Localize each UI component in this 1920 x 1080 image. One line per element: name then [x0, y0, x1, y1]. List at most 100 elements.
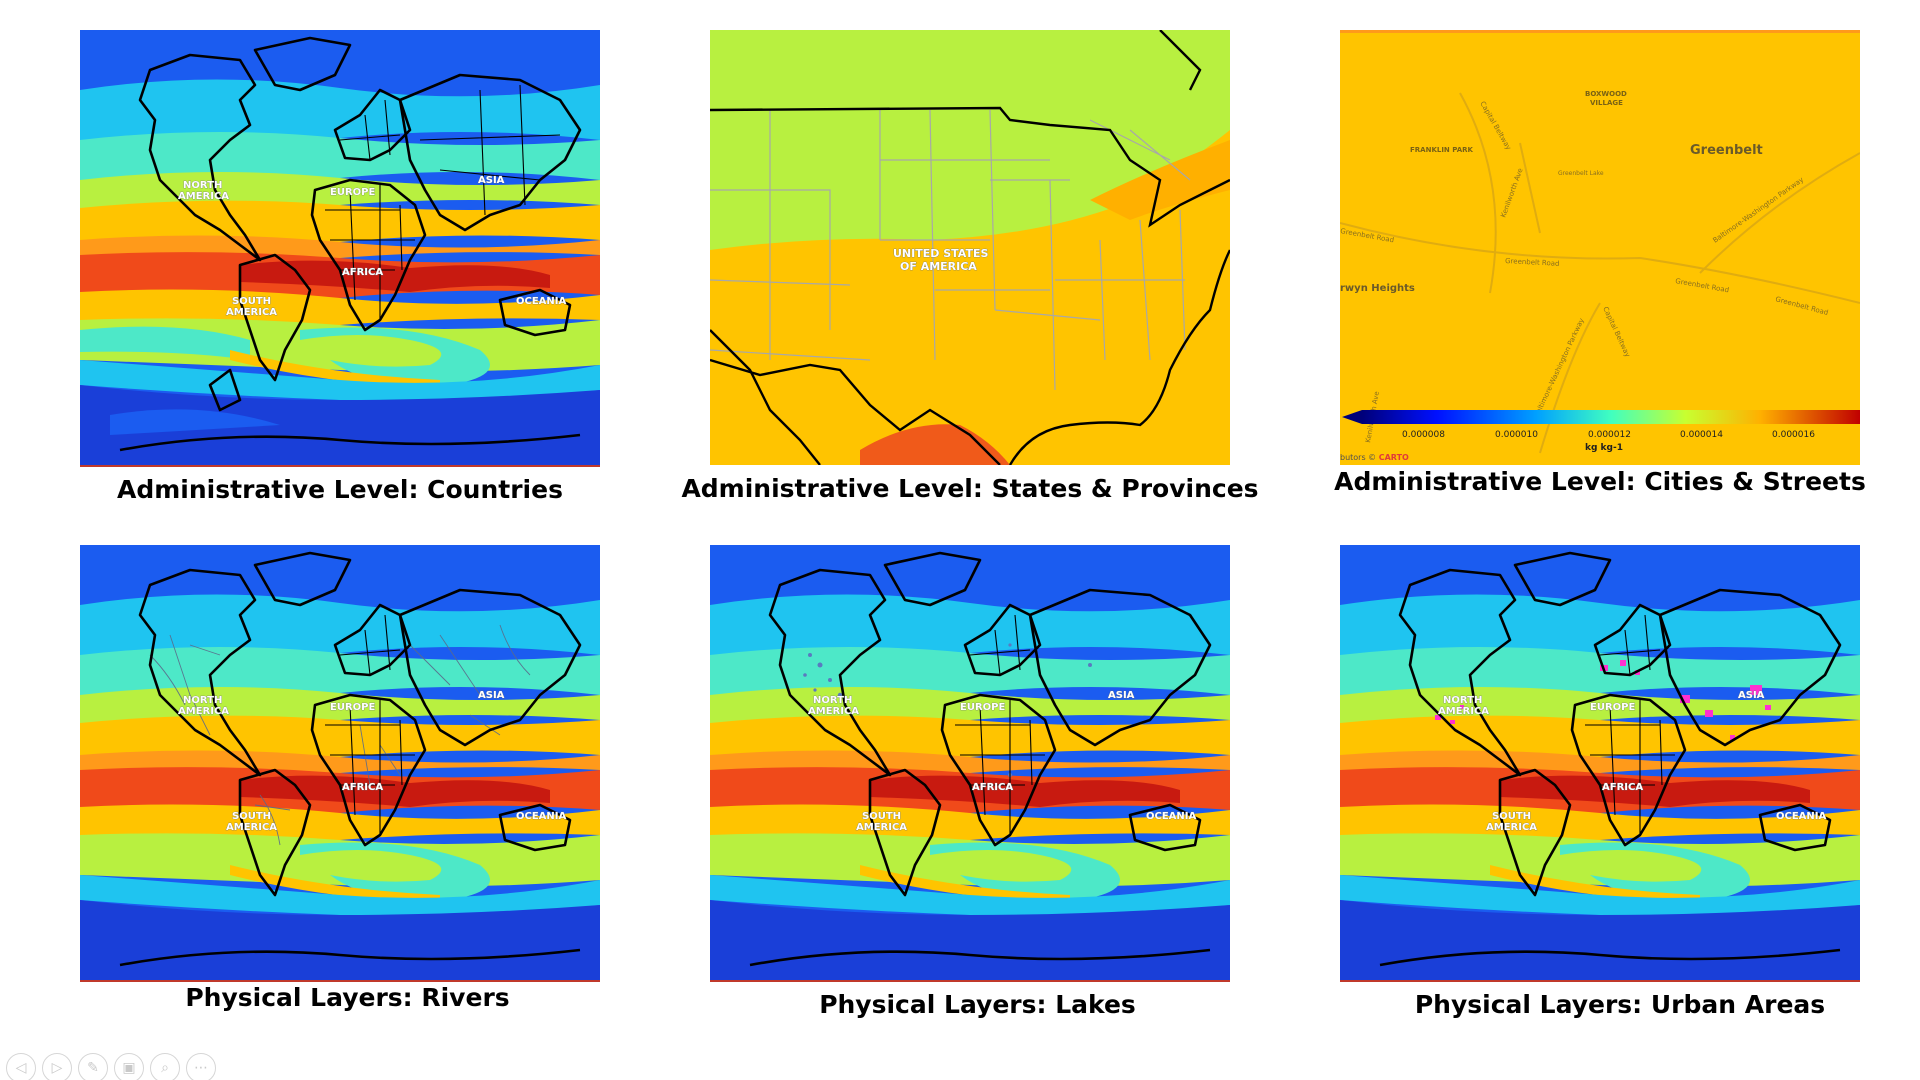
band-aqua-swirl	[300, 327, 490, 386]
caption-rivers: Physical Layers: Rivers	[185, 983, 510, 1012]
label-greenbelt: Greenbelt	[1690, 143, 1763, 158]
field-red-patch	[860, 424, 1010, 465]
band-deep-blue-south	[1340, 900, 1860, 980]
label-europe: EUROPE	[330, 187, 375, 198]
colorbar-tick-3: 0.000012	[1588, 430, 1631, 440]
continent-labels: NORTH AMERICA EUROPE ASIA AFRICA SOUTH A…	[1438, 690, 1827, 834]
band-cyan-north	[710, 594, 1230, 661]
label-africa: AFRICA	[1602, 782, 1643, 793]
coast-antarctica	[749, 948, 1211, 967]
map-cities: BOXWOOD VILLAGE FRANKLIN PARK Greenbelt …	[1340, 30, 1860, 468]
lake	[803, 673, 807, 677]
label-berwyn-heights: rwyn Heights	[1340, 283, 1415, 294]
lake	[817, 662, 823, 668]
urban-patch	[1450, 720, 1455, 724]
label-asia: ASIA	[478, 175, 505, 186]
caption-urban: Physical Layers: Urban Areas	[1414, 990, 1826, 1019]
urban-patch	[1680, 695, 1690, 703]
label-greenbelt-lake: Greenbelt Lake	[1558, 170, 1604, 177]
label-south-america: AMERICA	[226, 822, 277, 833]
coast-south-america	[238, 768, 312, 897]
river-lines	[149, 624, 531, 846]
map-countries: NORTH AMERICA EUROPE ASIA AFRICA SOUTH A…	[80, 30, 600, 467]
label-europe: EUROPE	[330, 702, 375, 713]
band-cyan-north	[1340, 594, 1860, 661]
colorbar-tick-2: 0.000010	[1495, 430, 1538, 440]
more-options-icon[interactable]: ⋯	[186, 1053, 216, 1080]
border-canada-usa	[710, 106, 1230, 228]
lake	[1008, 643, 1012, 647]
label-united-states: UNITED STATES	[893, 247, 988, 260]
previous-slide-icon[interactable]: ◁	[6, 1053, 36, 1080]
national-borders	[710, 30, 1230, 465]
label-south: SOUTH	[862, 811, 901, 822]
coast-greenland	[253, 551, 352, 607]
label-south: SOUTH	[232, 296, 271, 307]
continent-labels: NORTH AMERICA EUROPE ASIA AFRICA SOUTH A…	[808, 690, 1197, 834]
band-cyan-south	[1340, 875, 1860, 917]
continent-labels: NORTH AMERICA EUROPE ASIA AFRICA SOUTH A…	[178, 690, 567, 834]
street-baltimore-washington	[1699, 152, 1860, 274]
coast-europe	[963, 603, 1042, 677]
band-cyan-south	[80, 875, 600, 917]
label-boxwood: BOXWOOD	[1585, 90, 1627, 98]
slides-grid-icon[interactable]: ▣	[114, 1053, 144, 1080]
street-bw-parkway-south	[1539, 302, 1601, 454]
coast-antarctic-peninsula	[208, 368, 242, 412]
label-america: AMERICA	[808, 706, 859, 717]
band-aqua-swirl	[300, 842, 490, 901]
coast-asia	[398, 73, 582, 232]
slideshow-toolbar: ◁ ▷ ✎ ▣ ⌕ ⋯	[6, 1053, 216, 1080]
next-slide-icon[interactable]: ▷	[42, 1053, 72, 1080]
band-cyan-north	[80, 79, 600, 146]
label-south: SOUTH	[1492, 811, 1531, 822]
band-yellow-streak	[230, 350, 440, 388]
street-greenbelt-road	[1340, 222, 1860, 304]
label-africa: AFRICA	[342, 782, 383, 793]
field-bands	[80, 30, 600, 465]
map-urban: NORTH AMERICA EUROPE ASIA AFRICA SOUTH A…	[1340, 545, 1860, 982]
label-europe: EUROPE	[1590, 702, 1635, 713]
country-borders	[325, 614, 415, 835]
urban-patch	[1730, 735, 1735, 740]
border-usa-mexico	[710, 358, 1001, 465]
attribution[interactable]: butors © CARTO	[1340, 453, 1409, 462]
street-kenilworth	[1519, 142, 1541, 234]
coast-australia	[498, 803, 572, 852]
coast-asia	[1658, 588, 1842, 747]
colorbar-tick-4: 0.000014	[1680, 430, 1723, 440]
coast-antarctica	[1379, 948, 1841, 967]
label-oceania: OCEANIA	[1146, 811, 1197, 822]
label-asia: ASIA	[1738, 690, 1765, 701]
coast-nova-scotia	[1159, 30, 1202, 91]
pen-icon[interactable]: ✎	[78, 1053, 108, 1080]
caption-states: Administrative Level: States & Provinces	[681, 474, 1259, 503]
band-dark-red	[240, 260, 550, 292]
borders-europe	[1599, 614, 1661, 676]
map-countries-svg: NORTH AMERICA EUROPE ASIA AFRICA SOUTH A…	[80, 30, 600, 465]
coast-europe	[333, 88, 412, 162]
borders-europe	[339, 99, 401, 161]
attribution-carto-link[interactable]: CARTO	[1379, 453, 1409, 462]
label-africa: AFRICA	[342, 267, 383, 278]
label-north: NORTH	[183, 695, 222, 706]
borders-europe	[969, 614, 1031, 676]
label-america: AMERICA	[1438, 706, 1489, 717]
coast-antarctica	[119, 433, 581, 452]
coast-australia	[498, 288, 572, 337]
caption-countries: Administrative Level: Countries	[117, 475, 563, 504]
zoom-icon[interactable]: ⌕	[150, 1053, 180, 1080]
state-borders	[710, 109, 1191, 391]
coast-baja	[710, 329, 821, 465]
street-capital-beltway	[1459, 92, 1497, 294]
borders-europe	[339, 614, 401, 676]
band-yellow-streak	[230, 865, 440, 903]
label-north: NORTH	[1443, 695, 1482, 706]
map-rivers-svg: NORTH AMERICA EUROPE ASIA AFRICA SOUTH A…	[80, 545, 600, 980]
map-urban-svg: NORTH AMERICA EUROPE ASIA AFRICA SOUTH A…	[1340, 545, 1860, 980]
label-asia: ASIA	[1108, 690, 1135, 701]
band-aqua-north	[80, 646, 600, 701]
label-south-america: AMERICA	[856, 822, 907, 833]
band-dark-red	[870, 775, 1180, 807]
